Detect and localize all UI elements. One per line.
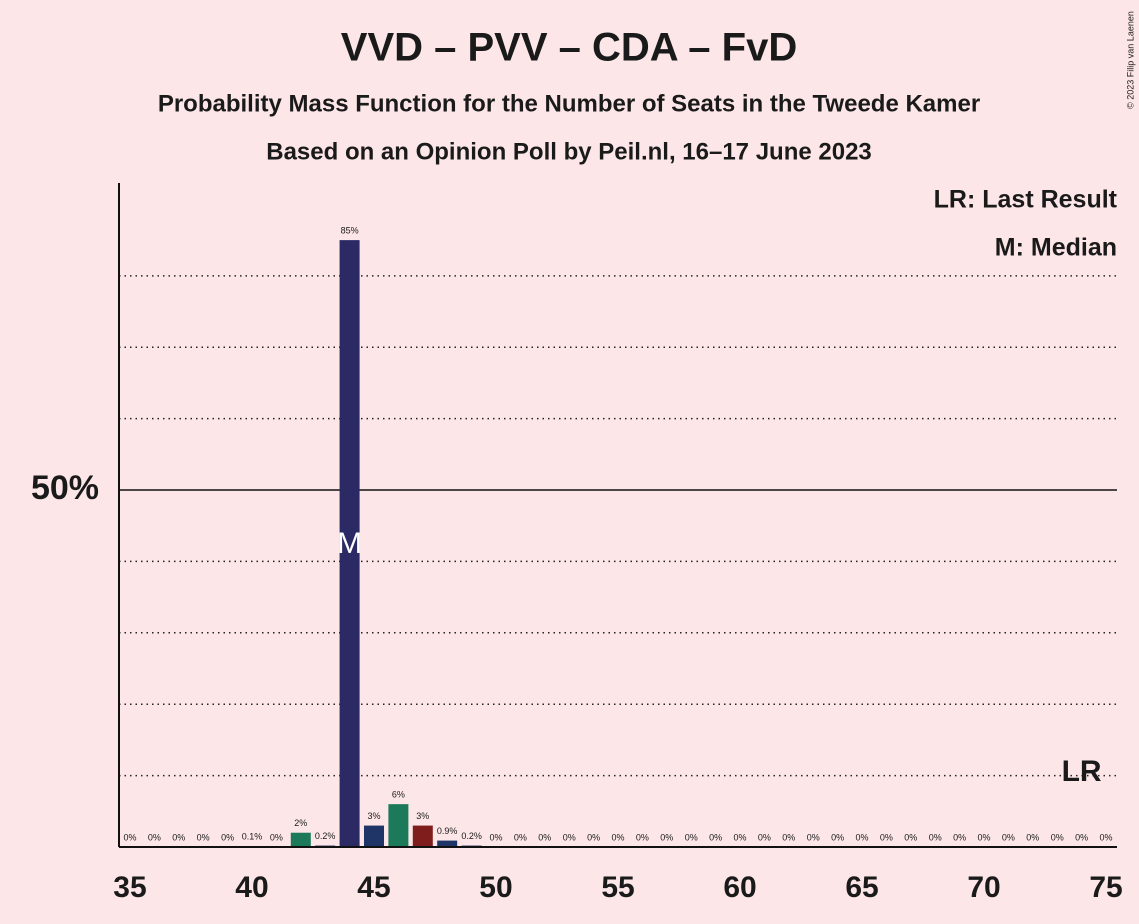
data-label: 0.1%	[242, 832, 263, 842]
bar	[290, 832, 311, 847]
data-label: 0.2%	[315, 831, 336, 841]
data-label: 0%	[709, 832, 722, 842]
bar	[363, 825, 384, 847]
data-label: 0%	[636, 832, 649, 842]
chart-subtitle: Based on an Opinion Poll by Peil.nl, 16–…	[266, 138, 872, 165]
data-label: 0%	[172, 832, 185, 842]
data-label: 0%	[660, 832, 673, 842]
last-result-marker: LR	[1062, 755, 1102, 788]
chart-subtitle: Probability Mass Function for the Number…	[158, 90, 980, 117]
data-label: 0%	[904, 832, 917, 842]
data-label: 2%	[294, 818, 307, 828]
copyright: © 2023 Filip van Laenen	[1125, 11, 1135, 109]
bar	[437, 840, 458, 847]
data-label: 0%	[953, 832, 966, 842]
data-label: 85%	[341, 225, 359, 235]
data-label: 3%	[416, 811, 429, 821]
data-label: 0%	[563, 832, 576, 842]
data-label: 0%	[148, 832, 161, 842]
data-label: 0%	[123, 832, 136, 842]
legend-entry: M: Median	[995, 234, 1117, 262]
x-tick-label: 35	[113, 871, 146, 904]
data-label: 0%	[856, 832, 869, 842]
data-label: 0.9%	[437, 826, 458, 836]
bar	[412, 825, 433, 847]
legend-entry: LR: Last Result	[934, 186, 1118, 214]
data-label: 0%	[1051, 832, 1064, 842]
x-tick-label: 65	[845, 871, 878, 904]
y-tick-label: 50%	[31, 469, 99, 507]
data-label: 0%	[221, 832, 234, 842]
bar	[339, 240, 360, 847]
data-label: 0%	[197, 832, 210, 842]
data-label: 0%	[270, 832, 283, 842]
x-tick-label: 55	[601, 871, 634, 904]
bar	[388, 804, 409, 847]
data-label: 0%	[538, 832, 551, 842]
data-label: 0%	[1002, 832, 1015, 842]
median-marker: M	[337, 527, 362, 560]
x-tick-label: 75	[1089, 871, 1122, 904]
data-label: 0%	[758, 832, 771, 842]
data-label: 3%	[367, 811, 380, 821]
data-label: 0%	[1075, 832, 1088, 842]
data-label: 0%	[978, 832, 991, 842]
x-tick-label: 45	[357, 871, 390, 904]
data-label: 0%	[880, 832, 893, 842]
data-label: 0%	[807, 832, 820, 842]
data-label: 0%	[489, 832, 502, 842]
data-label: 6%	[392, 790, 405, 800]
data-label: 0.2%	[461, 831, 482, 841]
data-label: 0%	[733, 832, 746, 842]
data-label: 0%	[685, 832, 698, 842]
data-label: 0%	[782, 832, 795, 842]
x-tick-label: 50	[479, 871, 512, 904]
data-label: 0%	[929, 832, 942, 842]
chart-title: VVD – PVV – CDA – FvD	[341, 26, 797, 70]
data-label: 0%	[1026, 832, 1039, 842]
x-tick-label: 60	[723, 871, 756, 904]
x-tick-label: 40	[235, 871, 268, 904]
data-label: 0%	[831, 832, 844, 842]
data-label: 0%	[611, 832, 624, 842]
data-label: 0%	[1100, 832, 1113, 842]
data-label: 0%	[514, 832, 527, 842]
data-label: 0%	[587, 832, 600, 842]
x-tick-label: 70	[967, 871, 1000, 904]
